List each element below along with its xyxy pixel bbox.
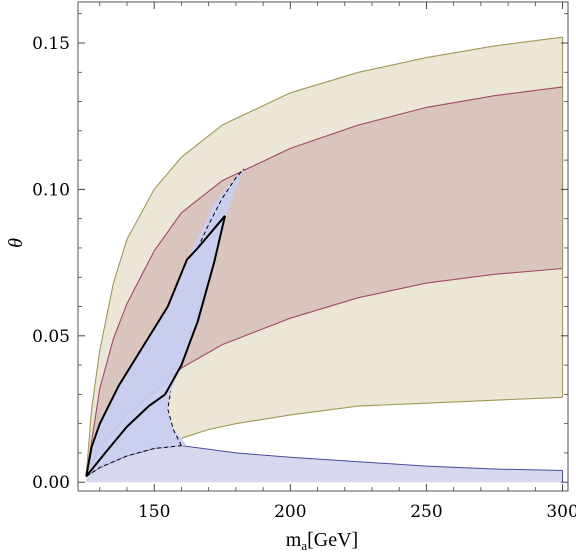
x-tick-label-250: 250 — [410, 502, 442, 522]
solid-curve-2 — [197, 215, 226, 249]
region-tan-upper-edge — [85, 36, 563, 477]
dashed-curve-2 — [167, 391, 182, 446]
y-tick-label-3: 0.15 — [32, 34, 70, 54]
y-tick-label-0: 0.00 — [32, 473, 70, 493]
x-axis-label-main: m — [286, 529, 302, 551]
x-tick-label-200: 200 — [274, 502, 306, 522]
x-tick-label-300: 300 — [546, 502, 576, 522]
axis-ticks: 150 200 250 300 0.00 0.05 0.10 0.15 — [32, 2, 576, 522]
solid-curve-4 — [85, 393, 166, 478]
y-axis-label: θ — [5, 238, 27, 248]
region-blue-wedge — [86, 168, 245, 477]
x-axis-label: ma[GeV] — [286, 529, 358, 553]
region-rose-upper-edge — [85, 86, 563, 477]
solid-curve-1 — [85, 247, 199, 477]
region-rose — [86, 86, 563, 477]
dashed-curve-3 — [197, 168, 245, 249]
solid-curve-3 — [164, 215, 226, 395]
frame-border — [77, 1, 569, 492]
region-blue-band — [86, 445, 563, 483]
dashed-curve-1 — [85, 445, 182, 477]
y-tick-label-1: 0.05 — [32, 327, 70, 347]
plot-frame — [77, 1, 569, 492]
x-axis-label-subscript: a — [301, 538, 307, 553]
x-tick-label-150: 150 — [138, 502, 170, 522]
plot-area — [85, 36, 564, 483]
y-tick-label-2: 0.10 — [32, 180, 70, 200]
x-axis-label-unit: [GeV] — [307, 529, 358, 551]
